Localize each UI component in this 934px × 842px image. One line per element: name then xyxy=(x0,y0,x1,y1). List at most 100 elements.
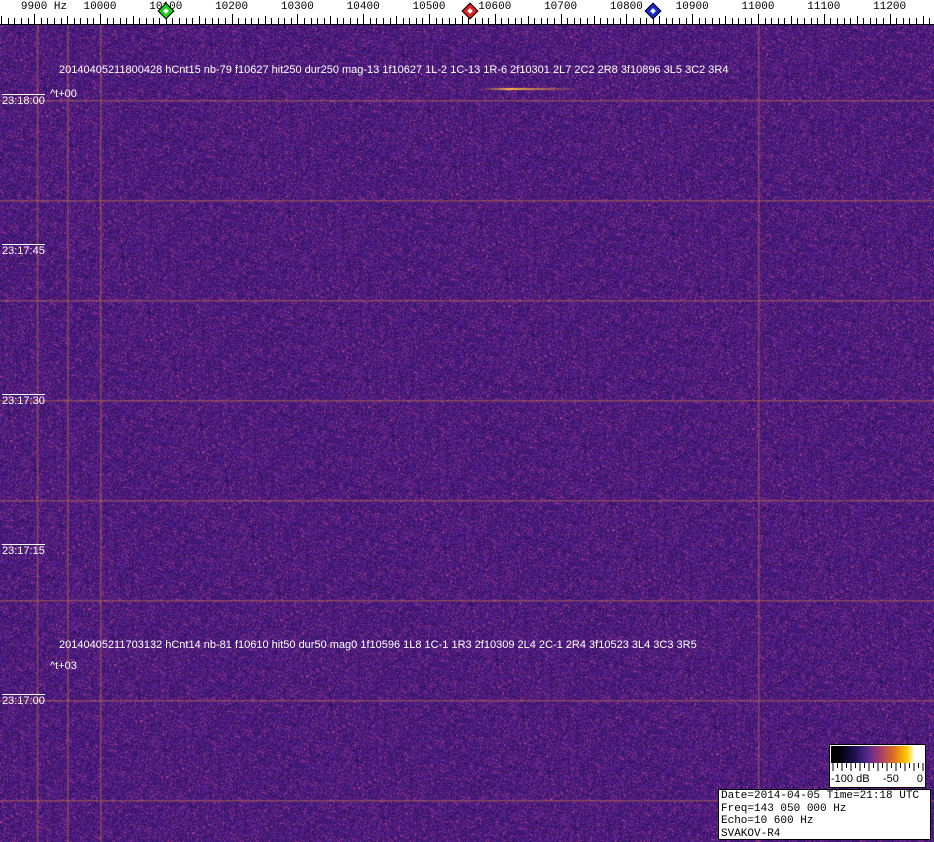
ruler-tick xyxy=(567,18,569,24)
ruler-tick xyxy=(402,18,404,24)
frequency-label: 10500 xyxy=(412,1,446,13)
ruler-tick xyxy=(632,18,634,24)
ruler-tick xyxy=(738,18,740,24)
ruler-tick xyxy=(455,18,457,24)
ruler-tick xyxy=(435,18,437,24)
ruler-tick xyxy=(836,18,838,24)
ruler-tick xyxy=(271,18,273,24)
ruler-tick xyxy=(67,16,69,24)
ruler-tick xyxy=(665,18,667,24)
ruler-tick xyxy=(205,18,207,24)
ruler-tick xyxy=(593,16,595,24)
ruler-tick xyxy=(47,18,49,24)
ruler-tick xyxy=(534,18,536,24)
ruler-tick xyxy=(14,18,16,24)
ruler-tick xyxy=(409,18,411,24)
ruler-tick xyxy=(178,18,180,24)
time-label: 23:17:30 xyxy=(2,394,45,407)
ruler-tick xyxy=(126,18,128,24)
ruler-tick xyxy=(192,18,194,24)
frequency-label: 10600 xyxy=(478,1,512,13)
ruler-tick xyxy=(468,18,470,24)
ruler-tick xyxy=(804,18,806,24)
unit-label: 9900 Hz xyxy=(20,1,68,13)
red-marker-icon[interactable] xyxy=(461,2,479,20)
ruler-tick xyxy=(698,18,700,24)
ruler-tick xyxy=(297,14,299,24)
frequency-label: 10900 xyxy=(675,1,709,13)
info-box: Date=2014-04-05 Time=21:18 UTC Freq=143 … xyxy=(718,789,931,840)
ruler-tick xyxy=(850,18,852,24)
ruler-tick xyxy=(711,18,713,24)
ruler-tick xyxy=(876,18,878,24)
ruler-tick xyxy=(231,14,233,24)
frequency-label: 11000 xyxy=(741,1,775,13)
ruler-tick xyxy=(80,18,82,24)
echo: Echo=10 600 Hz xyxy=(721,815,814,827)
ruler-tick xyxy=(922,16,924,24)
ruler-tick xyxy=(869,18,871,24)
ruler-tick xyxy=(350,18,352,24)
ruler-tick xyxy=(494,14,496,24)
ruler-tick xyxy=(363,14,365,24)
ruler-tick xyxy=(211,18,213,24)
ruler-tick xyxy=(915,18,917,24)
ruler-tick xyxy=(810,18,812,24)
ruler-tick xyxy=(883,18,885,24)
ruler-tick xyxy=(521,18,523,24)
time-label: 23:17:00 xyxy=(2,694,45,707)
event-text: 20140405211703132 hCnt14 nb-81 f10610 hi… xyxy=(59,639,697,651)
ruler-tick xyxy=(100,14,101,24)
ruler-tick xyxy=(343,18,345,24)
ruler-tick xyxy=(725,16,727,24)
ruler-tick xyxy=(225,18,227,24)
ruler-tick xyxy=(817,18,819,24)
frequency-label: 11200 xyxy=(873,1,907,13)
ruler-tick xyxy=(159,18,161,24)
ruler-tick xyxy=(514,18,516,24)
ruler-tick xyxy=(600,18,602,24)
waterfall-display[interactable] xyxy=(0,25,934,842)
ruler-tick xyxy=(929,18,931,24)
event-offset: ^t+00 xyxy=(50,88,77,100)
ruler-tick xyxy=(389,18,391,24)
color-scale-legend: -100 dB -50 0 xyxy=(829,744,926,788)
ruler-tick xyxy=(396,16,398,24)
ruler-tick xyxy=(619,18,621,24)
station: SVAKOV-R4 xyxy=(721,827,781,840)
time-label: 23:17:45 xyxy=(2,244,45,257)
ruler-tick xyxy=(244,18,246,24)
ruler-tick xyxy=(152,18,154,24)
frequency-ruler[interactable]: 9900 Hz 10000101001020010300104001050010… xyxy=(0,0,934,25)
ruler-tick xyxy=(540,18,542,24)
ruler-tick xyxy=(290,18,292,24)
legend-min: -100 dB xyxy=(831,773,870,785)
ruler-tick xyxy=(7,18,9,24)
ruler-tick xyxy=(527,16,529,24)
color-gradient xyxy=(831,746,924,763)
frequency-label: 10300 xyxy=(280,1,314,13)
ruler-tick xyxy=(613,18,615,24)
ruler-tick xyxy=(323,18,325,24)
ruler-tick xyxy=(488,18,490,24)
ruler-tick xyxy=(554,18,556,24)
ruler-tick xyxy=(475,18,477,24)
ruler-tick xyxy=(277,18,279,24)
ruler-tick xyxy=(692,14,694,24)
ruler-tick xyxy=(264,16,266,24)
ruler-tick xyxy=(830,18,832,24)
ruler-tick xyxy=(547,18,549,24)
ruler-tick xyxy=(771,18,773,24)
ruler-tick xyxy=(797,18,799,24)
ruler-tick xyxy=(27,18,29,24)
ruler-tick xyxy=(251,18,253,24)
ruler-tick xyxy=(626,14,628,24)
ruler-tick xyxy=(606,18,608,24)
ruler-tick xyxy=(507,18,509,24)
ruler-tick xyxy=(1,16,3,24)
ruler-tick xyxy=(146,18,148,24)
ruler-tick xyxy=(751,18,753,24)
ruler-tick xyxy=(856,16,858,24)
ruler-tick xyxy=(646,18,648,24)
ruler-tick xyxy=(731,18,733,24)
